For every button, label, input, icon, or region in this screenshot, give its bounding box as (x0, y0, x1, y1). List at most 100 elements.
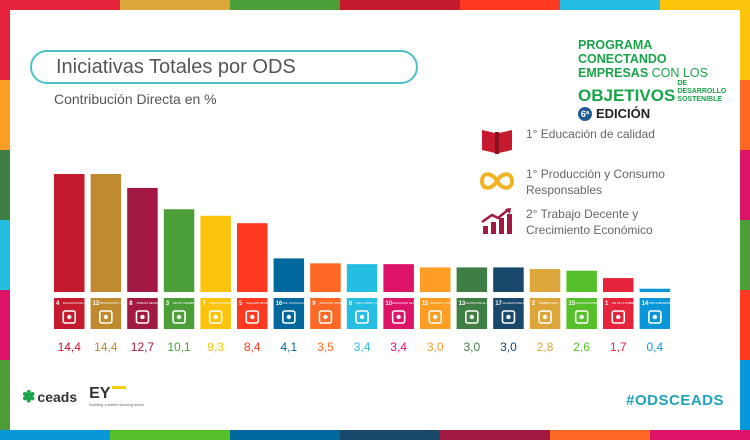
bar-ods-6 (346, 264, 378, 292)
ods-tile-number: 6 (349, 301, 353, 307)
bar-ods-13 (456, 267, 488, 292)
chart-subtitle: Contribución Directa en % (54, 91, 217, 107)
bar-ods-8 (127, 187, 158, 292)
ods-tile-label: FIN DE LA POBREZA (612, 301, 638, 305)
ods-tile-4: 4 EDUCACIÓN DE CALIDAD (54, 298, 95, 329)
bar-ods-1 (603, 278, 634, 292)
ods-tile-label: SALUD Y BIENESTAR (173, 301, 199, 305)
edition-badge: 6ª (578, 107, 592, 121)
value-label-ods-16: 4,1 (281, 340, 298, 354)
ods-tile-16: 16 PAZ, JUSTICIA E INSTITUCIONES SÓLIDAS (273, 298, 336, 329)
ods-tile-6: 6 AGUA LIMPIA Y SANEAMIENTO (346, 298, 394, 329)
ods-tile-label: CIUDADES Y COMUNIDADES SOSTENIBLES (429, 301, 484, 305)
ods-tile-number: 13 (459, 301, 466, 307)
ods-tile-11: 11 CIUDADES Y COMUNIDADES SOSTENIBLES (420, 298, 484, 329)
brand-edition: 6ª EDICIÓN (578, 106, 728, 122)
ods-tile-label: ALIANZAS PARA LOGRAR LOS OBJETIVOS (502, 301, 555, 305)
value-label-ods-9: 3,5 (317, 340, 334, 354)
ods-tile-15: 15 VIDA DE ECOSISTEMAS TERRESTRES (566, 298, 623, 329)
legend: 1° Educación de calidad 1° Producción y … (478, 126, 696, 246)
value-label-ods-8: 12,7 (131, 340, 155, 354)
ods-tile-number: 9 (312, 301, 316, 307)
bar-ods-15 (566, 270, 597, 292)
ods-tile-number: 3 (166, 301, 170, 307)
bar-ods-5 (237, 223, 268, 292)
bar-ods-10 (383, 264, 414, 292)
ods-tile-number: 17 (495, 301, 502, 307)
bar-ods-3 (163, 209, 195, 292)
ods-tile-10: 10 REDUCCIÓN DE LAS DESIGUALDADES (383, 298, 441, 329)
ods-tile-label: PAZ, JUSTICIA E INSTITUCIONES SÓLIDAS (283, 300, 336, 305)
brand-line-2: EMPRESAS CON LOS (578, 66, 708, 80)
ods-tile-number: 1 (605, 301, 609, 307)
ods-tile-number: 5 (239, 301, 243, 307)
ods-tile-number: 2 (532, 301, 536, 307)
ods-tile-number: 11 (422, 301, 429, 307)
ods-tile-label: AGUA LIMPIA Y SANEAMIENTO (356, 301, 394, 305)
bar-ods-17 (493, 267, 524, 292)
ods-tile-number: 10 (385, 301, 392, 307)
program-logo: PROGRAMA CONECTANDO EMPRESAS CON LOS OBJ… (578, 38, 728, 122)
ods-tile-5: 5 IGUALDAD DE GÉNERO (237, 298, 276, 329)
brand-line-1: PROGRAMA CONECTANDO (578, 38, 667, 66)
leaf-icon: ✽ (22, 388, 36, 406)
ods-tile-number: 12 (93, 301, 100, 307)
legend-item-work: 2° Trabajo Decente y Crecimiento Económi… (478, 206, 696, 246)
ods-tile-label: VIDA DE ECOSISTEMAS TERRESTRES (575, 301, 623, 305)
ey-logo: EY Building a better working world (89, 385, 144, 408)
ods-tile-3: 3 SALUD Y BIENESTAR (163, 298, 199, 329)
ods-tile-label: REDUCCIÓN DE LAS DESIGUALDADES (392, 300, 441, 305)
sponsor-logos: ✽ ceads EY Building a better working wor… (22, 385, 144, 408)
value-label-ods-7: 9,3 (207, 340, 224, 354)
ods-tile-number: 14 (642, 301, 649, 307)
ods-tile-label: HAMBRE CERO (539, 301, 558, 305)
ods-tile-label: VIDA SUBMARINA (649, 301, 671, 305)
ods-tile-number: 4 (56, 301, 60, 307)
value-label-ods-4: 14,4 (58, 340, 82, 354)
value-label-ods-6: 3,4 (354, 340, 371, 354)
hashtag: #ODSCEADS (626, 392, 724, 409)
bar-ods-7 (200, 215, 231, 292)
bar-ods-4 (54, 174, 85, 292)
ods-tile-number: 15 (568, 301, 575, 307)
bar-ods-12 (90, 174, 122, 292)
legend-item-education: 1° Educación de calidad (478, 126, 696, 166)
legend-item-production: 1° Producción y Consumo Responsables (478, 166, 696, 206)
ods-tile-label: ACCIÓN POR EL CLIMA (466, 300, 495, 305)
bar-ods-11 (420, 267, 451, 292)
ods-tile-number: 7 (202, 301, 206, 307)
bar-ods-16 (273, 258, 305, 292)
bar-ods-14 (639, 288, 671, 292)
value-label-ods-15: 2,6 (573, 340, 590, 354)
value-label-ods-3: 10,1 (167, 340, 191, 354)
value-label-ods-17: 3,0 (500, 340, 517, 354)
bar-ods-9 (310, 263, 341, 292)
ods-tile-label: EDUCACIÓN DE CALIDAD (63, 300, 95, 305)
value-label-ods-14: 0,4 (647, 340, 664, 354)
book-icon (482, 130, 512, 154)
ods-tile-14: 14 VIDA SUBMARINA (639, 298, 671, 329)
ods-tile-number: 8 (129, 301, 133, 307)
value-label-ods-13: 3,0 (464, 340, 481, 354)
growth-chart-icon (481, 208, 512, 234)
ods-tile-1: 1 FIN DE LA POBREZA (603, 298, 638, 329)
value-label-ods-1: 1,7 (610, 340, 627, 354)
brand-line-3: OBJETIVOS DE DESARROLLO SOSTENIBLE (578, 80, 727, 105)
value-label-ods-5: 8,4 (244, 340, 261, 354)
ods-tile-label: IGUALDAD DE GÉNERO (246, 300, 276, 305)
chart-title: Iniciativas Totales por ODS (30, 50, 418, 84)
chart-title-text: Iniciativas Totales por ODS (56, 56, 296, 78)
ods-tile-number: 16 (276, 301, 283, 307)
value-label-ods-12: 14,4 (94, 340, 118, 354)
value-label-ods-11: 3,0 (427, 340, 444, 354)
value-label-ods-2: 2,8 (537, 340, 554, 354)
ceads-logo: ✽ ceads (22, 388, 78, 406)
ods-tile-17: 17 ALIANZAS PARA LOGRAR LOS OBJETIVOS (493, 298, 555, 329)
bar-ods-2 (529, 269, 561, 292)
ods-tile-13: 13 ACCIÓN POR EL CLIMA (456, 298, 495, 329)
ods-tile-2: 2 HAMBRE CERO (529, 298, 561, 329)
infinity-icon (479, 172, 515, 190)
value-label-ods-10: 3,4 (390, 340, 407, 354)
